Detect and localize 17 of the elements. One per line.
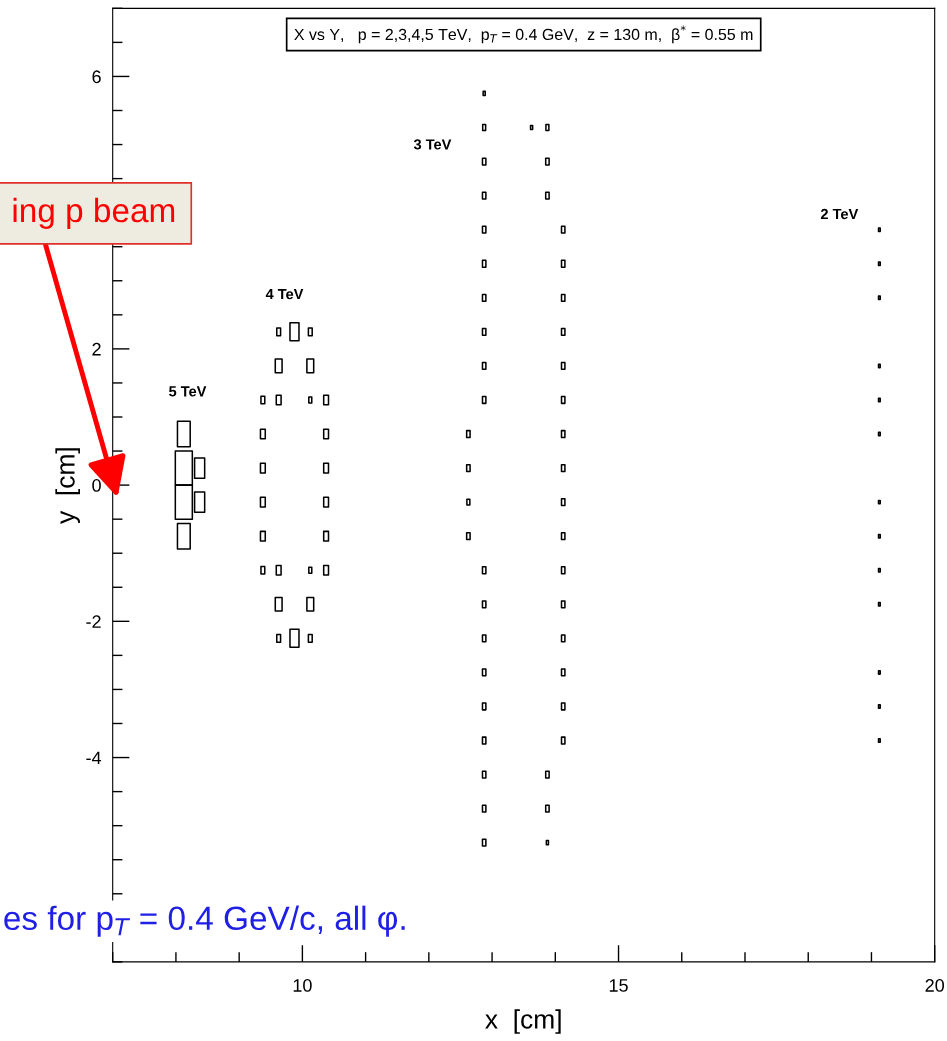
x-tick-label: 15 bbox=[609, 979, 628, 992]
annotation: 5 TeV bbox=[169, 386, 207, 397]
x-axis-title: x [cm] bbox=[485, 1009, 561, 1034]
x-tick-label: 10 bbox=[293, 979, 312, 992]
annotation: 4 TeV bbox=[265, 289, 304, 300]
annotation: es for p$_{T}$ = 0.4 GeV/c, all φ. bbox=[4, 905, 405, 937]
y-tick-label: -2 bbox=[86, 615, 101, 628]
y-tick-label: 0 bbox=[92, 479, 101, 492]
y-tick-label: 2 bbox=[92, 342, 101, 356]
annotation: 2 TeV bbox=[820, 208, 859, 220]
x-tick-label: 20 bbox=[925, 979, 945, 992]
text: X vs Y, p = 2,3,4,5 TeV, p$_{T}$ = 0.4 GeV, z = 130 m, β$^{*}$ = 0.55 m bbox=[294, 25, 753, 44]
y-axis-title: y [cm] bbox=[55, 448, 80, 524]
annotation: 3 TeV bbox=[413, 139, 452, 150]
y-tick-label: 6 bbox=[92, 70, 101, 84]
annotation: ing p beam bbox=[13, 197, 175, 229]
y-tick-label: -4 bbox=[86, 751, 102, 765]
